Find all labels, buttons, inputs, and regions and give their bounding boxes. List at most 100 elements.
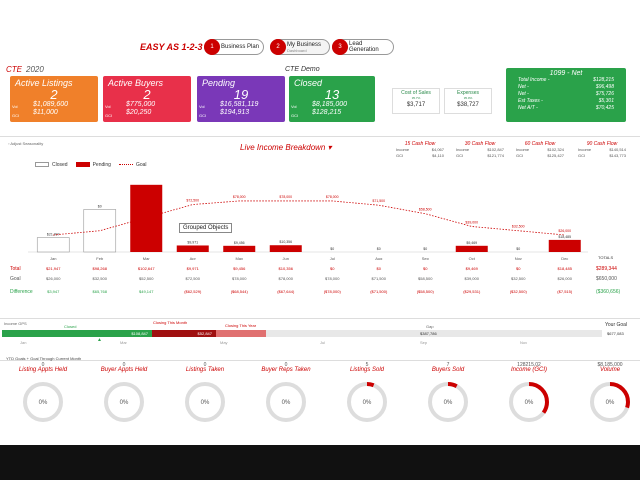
- gauge-value: 0: [122, 362, 126, 368]
- gci-label: GCI: [291, 113, 299, 118]
- gauge-ring: 0%: [104, 382, 144, 422]
- bar-data-label: $18,485: [558, 235, 571, 239]
- x-tick-label: May: [235, 256, 243, 260]
- net-income-panel: 1099 - Net Total Income - $128,215 Net - $9…: [506, 68, 626, 122]
- table-cell: $10,356: [278, 266, 293, 271]
- card-title: Active Buyers: [108, 78, 164, 88]
- gauge-listings-taken: 0 Listings Taken 0%: [170, 362, 240, 442]
- table-cell: $72,500: [185, 276, 200, 281]
- step-lead-generation[interactable]: 3 Lead Generation: [332, 39, 394, 55]
- gauge-percent: 0%: [444, 400, 453, 406]
- table-cell: $98,268: [92, 266, 107, 271]
- gauge-track: [23, 382, 63, 422]
- gauge-buyers-sold: 7 Buyers Sold 0%: [413, 362, 483, 442]
- card-title: Active Listings: [15, 78, 73, 88]
- x-tick-label: Sep: [422, 256, 430, 260]
- goal-line: [53, 200, 565, 236]
- table-cell: $58,500: [418, 276, 433, 281]
- bar-data-label: $0: [423, 247, 427, 251]
- table-cell: $18,485: [557, 266, 572, 271]
- step-my-business[interactable]: 2 My Business Dashboard: [270, 39, 330, 55]
- x-tick-label: Jan: [50, 256, 56, 260]
- bar-pending: [130, 184, 163, 252]
- gauge-fill: [509, 382, 549, 422]
- net-row: Net - $96,498: [518, 84, 614, 90]
- table-cell: $78,000: [278, 276, 293, 281]
- table-cell: ($78,000): [323, 289, 341, 294]
- gauge-track: [185, 382, 225, 422]
- gauge-ring: 0%: [347, 382, 387, 422]
- row-label-goal: Goal: [10, 276, 21, 282]
- cash-flow-box: 30 Cash Flow Income $102,847 GCI $121,774: [456, 141, 504, 158]
- chart-title: Live Income Breakdown ▾: [240, 143, 332, 152]
- month-tick: Sep: [420, 340, 428, 345]
- table-cell: ($68,544): [230, 289, 248, 294]
- gauge-percent: 0%: [525, 400, 534, 406]
- gauge-listings-sold: 5 Listings Sold 0%: [332, 362, 402, 442]
- gauge-title: Listings Taken: [185, 367, 225, 373]
- bar-closed: [36, 237, 70, 253]
- gauge-value: $8,185,000: [597, 362, 623, 368]
- card-volume: $775,000: [126, 101, 156, 108]
- card-closed[interactable]: Closed 13 $8,185,000 $128,215 Vol GCI: [289, 76, 375, 122]
- gauge-value: 0: [41, 362, 45, 368]
- expenses-box: Expenses 35.0% $38,727: [444, 88, 492, 114]
- vol-label: Vol: [105, 104, 111, 109]
- gci-label: GCI: [199, 113, 207, 118]
- goal-data-label: $39,000: [465, 220, 478, 224]
- vol-label: Vol: [199, 104, 205, 109]
- gap-value: $387,786: [420, 331, 437, 336]
- card-active-listings[interactable]: Active Listings 2 $1,089,600 $11,000 Vol…: [10, 76, 98, 122]
- bar-data-label: $9,971: [187, 240, 198, 244]
- card-active-buyers[interactable]: Active Buyers 2 $775,000 $20,250 Vol GCI: [103, 76, 191, 122]
- chart-legend: Closed Pending Goal: [35, 162, 147, 168]
- company-name: CTE Demo: [285, 66, 320, 73]
- table-cell: $0: [423, 266, 428, 271]
- month-tick: Jan: [20, 340, 27, 345]
- gauge-percent: 0%: [120, 400, 129, 406]
- card-gci: $194,913: [220, 109, 250, 116]
- row-label-diff: Difference: [10, 289, 33, 295]
- bottom-bar: [0, 445, 640, 480]
- card-volume: $1,089,600: [33, 101, 69, 108]
- gauge-volume: $8,185,000 Volume 0%: [575, 362, 640, 442]
- cash-flow-box: 60 Cash Flow Income $102,324 GCI $125,427: [516, 141, 564, 158]
- top-bar: [0, 0, 640, 36]
- card-volume: $16,581,119: [220, 101, 259, 108]
- gauge-buyer-reps-taken: 0 Buyer Reps Taken 0%: [251, 362, 321, 442]
- row-total: ($360,656): [596, 289, 621, 295]
- gauge-ring: 0%: [266, 382, 306, 422]
- x-tick-label: Apr: [190, 256, 197, 260]
- gauge-income-gci: 128215.02 Income (GCI) 0%: [494, 362, 564, 442]
- gauge-percent: 0%: [606, 400, 615, 406]
- table-cell: $52,500: [139, 276, 154, 281]
- totals-header: TOTALS: [598, 255, 614, 260]
- net-row: Est Taxes - $5,301: [518, 98, 614, 104]
- table-cell: ($62,529): [184, 289, 202, 294]
- bar-data-label: $10,356: [279, 240, 292, 244]
- goal-data-label: $78,000: [326, 195, 339, 199]
- grouped-objects-tooltip: Grouped Objects: [179, 223, 233, 233]
- table-cell: $9,971: [186, 266, 199, 271]
- card-count: 2: [50, 87, 58, 102]
- table-cell: $9,456: [233, 266, 246, 271]
- card-pending[interactable]: Pending 19 $16,581,119 $194,913 Vol GCI: [197, 76, 285, 122]
- gauge-value: 128215.02: [517, 362, 541, 368]
- card-title: Pending: [202, 78, 236, 88]
- month-tick: Nov: [520, 340, 528, 345]
- step-business-plan[interactable]: 1 Business Plan: [204, 39, 264, 55]
- table-cell: ($67,644): [277, 289, 295, 294]
- row-total: $289,344: [596, 266, 617, 272]
- goal-data-label: $26,000: [558, 229, 571, 233]
- bar-data-label: $0: [330, 247, 334, 251]
- easy-steps-label: EASY AS 1-2-3 ->: [140, 42, 214, 52]
- gauge-percent: 0%: [363, 400, 372, 406]
- card-count: 19: [233, 87, 249, 102]
- bar-pending: [223, 245, 256, 252]
- closed-label: Closed: [64, 324, 77, 329]
- card-volume: $8,185,000: [312, 101, 348, 108]
- gauge-percent: 0%: [201, 400, 210, 406]
- card-gci: $128,215: [312, 109, 342, 116]
- gauge-title: Income (GCI): [510, 367, 547, 373]
- adjust-seasonality-toggle[interactable]: ▫ Adjust Seasonality: [8, 141, 44, 146]
